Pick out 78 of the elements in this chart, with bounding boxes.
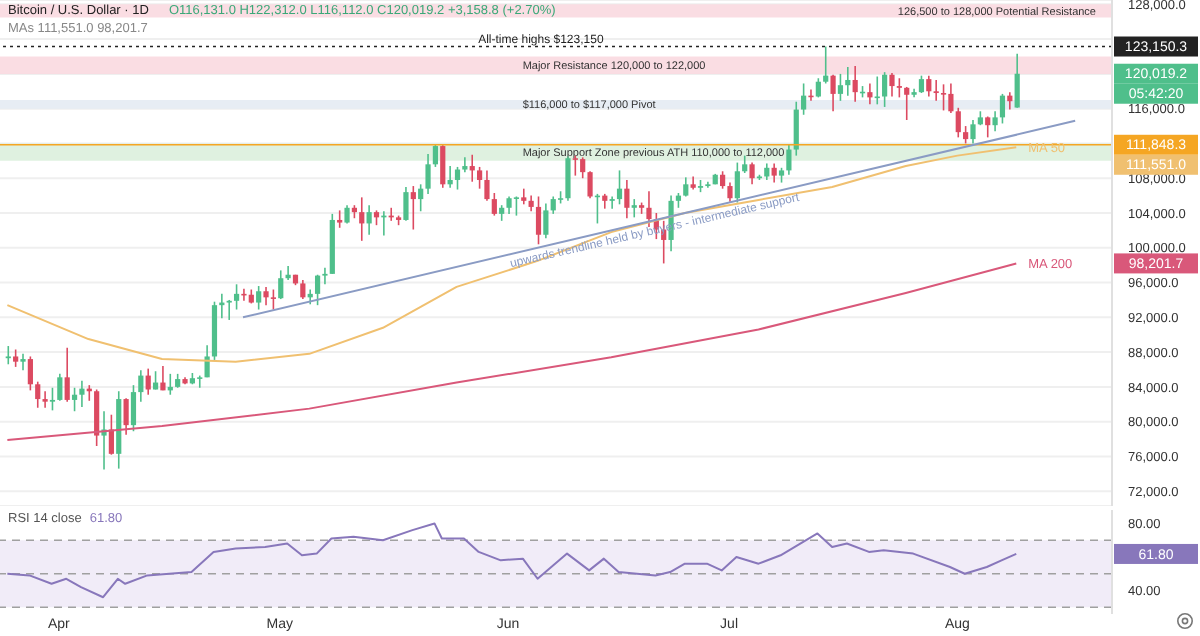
candlestick [992, 110, 998, 133]
candlestick [108, 413, 114, 456]
candlestick [49, 386, 56, 412]
candlestick [491, 192, 497, 217]
line-series [6, 146, 1018, 363]
candlestick [882, 71, 888, 108]
candlestick [20, 353, 26, 372]
candlestick [233, 283, 240, 311]
candlestick [513, 195, 520, 217]
candlestick [5, 345, 11, 366]
candlestick [71, 386, 78, 413]
candlestick [771, 162, 777, 184]
candlestick [837, 73, 844, 102]
candlestick [572, 154, 578, 177]
candlestick [823, 45, 829, 85]
candlestick [410, 185, 416, 231]
candlestick [138, 369, 144, 403]
candlestick [130, 384, 137, 433]
candlestick [226, 299, 232, 321]
candlestick [793, 100, 799, 157]
candlestick [867, 82, 873, 106]
candlestick [999, 93, 1006, 125]
candlestick [926, 74, 932, 98]
candlestick [64, 346, 70, 403]
candlestick [476, 166, 483, 190]
candlestick [79, 380, 85, 408]
candlestick [786, 143, 792, 176]
candlestick [624, 179, 630, 220]
candlestick [727, 181, 733, 203]
candlestick [933, 79, 939, 102]
candlestick [42, 390, 48, 409]
candlestick [970, 119, 976, 145]
candlestick [904, 86, 910, 121]
candlestick [845, 66, 851, 97]
candlestick [454, 166, 461, 191]
candlestick [440, 144, 446, 189]
candlestick [830, 73, 836, 113]
candlestick [690, 175, 696, 191]
candlestick [145, 367, 151, 396]
candlestick [425, 153, 431, 195]
candlestick [1014, 53, 1020, 109]
candlestick [484, 169, 490, 202]
candlestick [609, 195, 615, 210]
candlestick [278, 269, 284, 300]
candlestick [631, 198, 637, 219]
candlestick [565, 155, 571, 202]
candlestick [300, 279, 306, 300]
candlestick [160, 365, 166, 392]
candlestick [801, 82, 807, 116]
candlestick [94, 388, 100, 447]
candlestick [256, 285, 262, 311]
candlestick [263, 286, 269, 306]
candlestick [270, 288, 276, 311]
candlestick [543, 202, 549, 240]
candlestick [101, 410, 107, 471]
candlestick [35, 380, 41, 409]
candlestick [889, 72, 895, 98]
candlestick [366, 204, 372, 236]
candlestick [940, 83, 947, 112]
candlestick [749, 161, 755, 186]
candlestick [359, 196, 365, 242]
candlestick [896, 77, 902, 99]
candlestick [734, 161, 740, 204]
candlestick [57, 373, 63, 402]
candlestick [197, 374, 203, 389]
candlestick [322, 266, 328, 286]
candlestick [616, 169, 623, 206]
candlestick [314, 273, 321, 306]
candlestick [418, 183, 424, 213]
candlestick [535, 195, 542, 246]
candlestick [580, 156, 586, 180]
candlestick [27, 355, 33, 392]
candlestick [123, 397, 129, 436]
line-series [6, 522, 1018, 599]
candlestick [587, 170, 593, 200]
candlestick [403, 186, 409, 222]
candlestick [852, 65, 858, 103]
candlestick [462, 156, 468, 173]
